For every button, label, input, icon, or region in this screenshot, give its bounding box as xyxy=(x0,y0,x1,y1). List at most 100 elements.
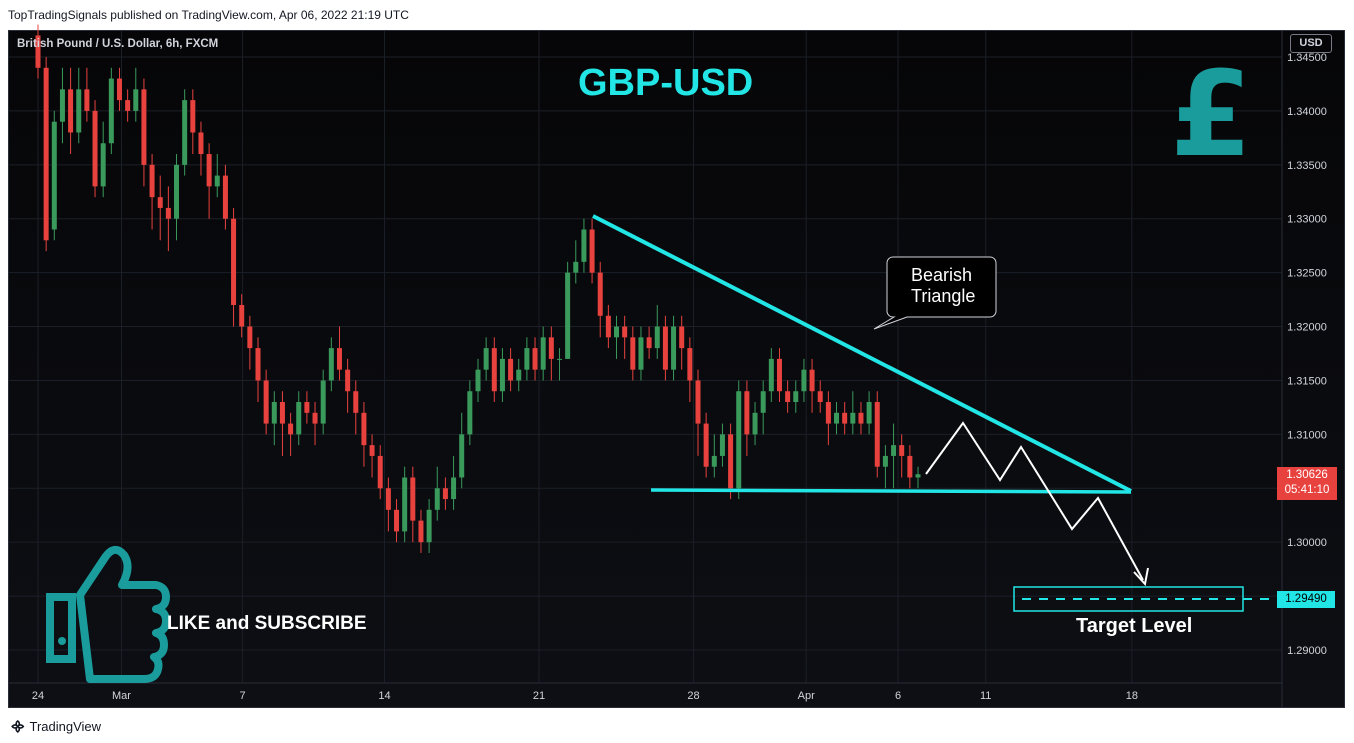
triangle-support-line[interactable] xyxy=(650,488,1132,494)
y-tick-label: 1.32500 xyxy=(1287,268,1327,280)
candle xyxy=(198,121,204,176)
candle xyxy=(711,434,717,478)
candle-body xyxy=(149,164,155,198)
candle-body xyxy=(540,337,546,370)
candle-body xyxy=(222,175,228,219)
x-tick-label: 14 xyxy=(378,690,390,702)
candle-body xyxy=(320,380,326,424)
candle xyxy=(687,337,693,403)
candle-body xyxy=(108,78,114,144)
candle-body xyxy=(336,348,342,370)
candle xyxy=(182,89,188,176)
candle-body xyxy=(304,402,310,413)
candle-body xyxy=(369,445,375,456)
candle xyxy=(361,402,367,467)
candle xyxy=(565,261,571,359)
candle-body xyxy=(662,326,668,370)
chart-panel[interactable] xyxy=(8,30,1345,708)
candle-body xyxy=(703,423,709,467)
candle-body xyxy=(768,358,774,392)
candle-body xyxy=(499,358,505,392)
candle xyxy=(434,466,440,521)
candle xyxy=(222,164,228,230)
candle-body xyxy=(434,488,440,510)
triangle-upper-trendline[interactable] xyxy=(592,214,1132,493)
candle xyxy=(483,337,489,381)
candle-body xyxy=(92,110,98,187)
tradingview-brand[interactable]: ᯽ TradingView xyxy=(10,717,101,736)
candle-body xyxy=(410,477,416,521)
candle xyxy=(92,100,98,198)
candle xyxy=(116,67,122,111)
candle xyxy=(817,380,823,413)
candle-body xyxy=(907,455,913,478)
candle xyxy=(43,57,49,252)
candle-body xyxy=(573,261,579,273)
candle-body xyxy=(556,358,562,360)
drawings xyxy=(592,214,1280,612)
bearish-label-line2: Triangle xyxy=(911,286,976,306)
candle-body xyxy=(442,488,448,500)
candle-body xyxy=(426,509,432,543)
candle-body xyxy=(679,326,685,349)
y-tick-label: 1.31000 xyxy=(1287,429,1327,441)
candle xyxy=(263,369,269,435)
candle xyxy=(442,477,448,510)
candle-body xyxy=(711,455,717,467)
candle xyxy=(320,369,326,435)
candle xyxy=(825,391,831,446)
candle-body xyxy=(157,197,163,208)
candle xyxy=(165,186,171,252)
candle-body xyxy=(915,474,921,478)
candle xyxy=(76,67,82,144)
candle xyxy=(622,315,628,359)
cta-label: LIKE and SUBSCRIBE xyxy=(167,613,367,634)
candle-body xyxy=(296,402,302,435)
candle xyxy=(296,391,302,446)
candle xyxy=(133,67,139,122)
candle-body xyxy=(491,348,497,392)
candle xyxy=(247,315,253,370)
tradingview-logo-icon: ᯽ xyxy=(10,718,26,734)
candle xyxy=(328,337,334,392)
candle-body xyxy=(231,218,237,305)
candle xyxy=(809,358,815,413)
candle xyxy=(915,466,921,489)
y-tick-label: 1.32000 xyxy=(1287,322,1327,334)
candle-body xyxy=(353,391,359,413)
candle xyxy=(369,434,375,478)
candle xyxy=(899,434,905,478)
candle-body xyxy=(532,348,538,370)
candle xyxy=(345,358,351,413)
candle xyxy=(451,455,457,510)
candle-body xyxy=(377,455,383,489)
currency-button[interactable]: USD xyxy=(1290,34,1332,53)
axes: 1.34500 1.34000 1.33500 1.33000 1.32500 1.320… xyxy=(9,31,1327,707)
candle-body xyxy=(891,445,897,456)
candle xyxy=(866,391,872,435)
candle-body xyxy=(206,154,212,187)
candle xyxy=(59,67,65,144)
candle-body xyxy=(43,67,49,241)
brand-label: TradingView xyxy=(29,719,102,734)
candle-body xyxy=(247,326,253,349)
candle xyxy=(394,499,400,543)
candle xyxy=(312,402,318,446)
like-thumb-icon xyxy=(46,545,170,683)
candle xyxy=(279,391,285,456)
candle-body xyxy=(899,445,905,456)
candle xyxy=(760,380,766,435)
candle xyxy=(679,315,685,370)
candle-body xyxy=(516,369,522,381)
candle xyxy=(548,326,554,381)
candle xyxy=(426,499,432,553)
candle xyxy=(842,402,848,435)
candle xyxy=(891,423,897,489)
candle xyxy=(589,218,595,284)
candle-body xyxy=(165,207,171,219)
candle xyxy=(336,326,342,381)
candle-body xyxy=(68,89,74,133)
countdown-value: 05:41:10 xyxy=(1284,484,1330,496)
candle xyxy=(84,67,90,122)
